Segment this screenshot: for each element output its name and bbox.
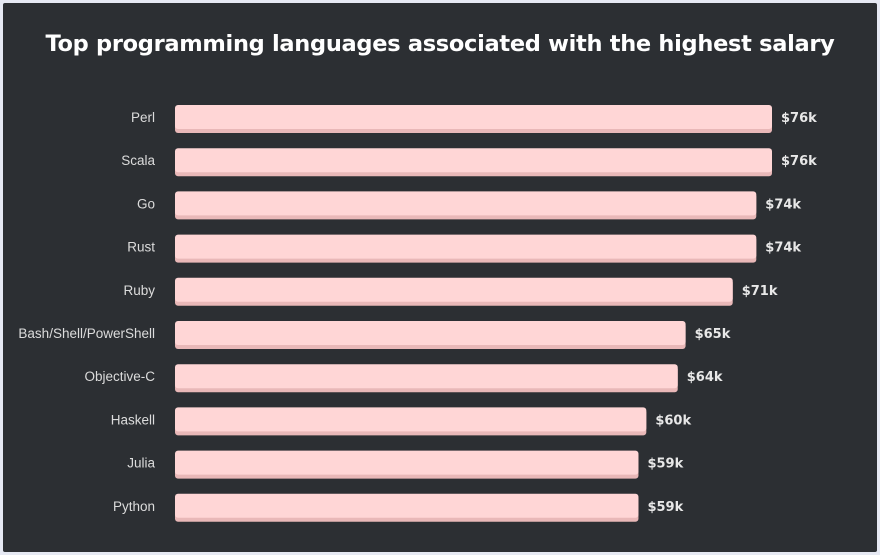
value-label: $76k xyxy=(781,111,817,126)
chart-title: Top programming languages associated wit… xyxy=(45,31,835,57)
bar-ruby xyxy=(175,277,733,302)
bar-bash-shell-powershell xyxy=(175,321,686,345)
value-label: $59k xyxy=(647,500,683,515)
value-label: $64k xyxy=(687,370,723,385)
value-label: $71k xyxy=(742,284,778,299)
bar-haskell xyxy=(175,407,647,432)
bar-go xyxy=(175,191,757,216)
bar-chart: Perl $76k Scala $76k Go $74k Rust $74k Ruby $71k B… xyxy=(18,105,817,522)
category-label: Bash/Shell/PowerShell xyxy=(18,326,155,341)
value-label: $60k xyxy=(655,413,691,428)
category-label: Perl xyxy=(131,110,155,125)
category-label: Rust xyxy=(127,240,155,255)
category-label: Julia xyxy=(127,456,155,471)
bar-scala xyxy=(175,148,772,173)
bar-perl xyxy=(175,105,772,129)
category-label: Haskell xyxy=(111,412,155,427)
bar-objective-c xyxy=(175,364,678,389)
value-label: $76k xyxy=(781,154,817,169)
category-label: Python xyxy=(113,499,155,514)
bar-julia xyxy=(175,450,639,475)
value-label: $59k xyxy=(647,457,683,472)
bar-rust xyxy=(175,234,757,259)
value-label: $74k xyxy=(765,241,801,256)
category-label: Scala xyxy=(121,153,155,168)
value-label: $65k xyxy=(695,327,731,342)
chart-panel: Top programming languages associated wit… xyxy=(3,3,877,552)
bar-python xyxy=(175,493,639,518)
category-label: Go xyxy=(137,196,155,211)
category-label: Objective-C xyxy=(84,369,155,384)
category-label: Ruby xyxy=(123,283,155,298)
value-label: $74k xyxy=(765,197,801,212)
